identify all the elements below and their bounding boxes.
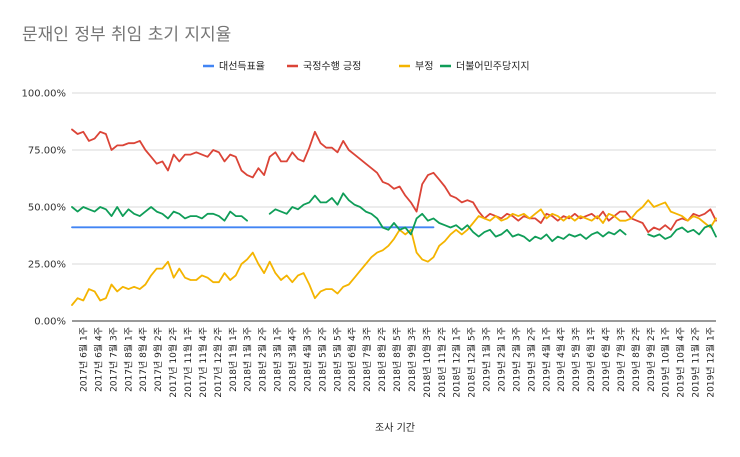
legend-label: 부정	[415, 61, 433, 73]
x-tick-label: 2019년 4월 1주	[540, 327, 552, 392]
x-tick-label: 2018년 12월 1주	[451, 327, 463, 398]
series-line	[71, 199, 717, 306]
x-tick-label: 2018년 4월 3주	[301, 327, 313, 392]
legend: 대선득표율 국정수행 긍정 부정 더불어민주당지지	[203, 61, 530, 73]
series-line	[71, 192, 717, 243]
y-tick-label: 50.00%	[28, 203, 66, 214]
x-tick-label: 2018년 10월 3주	[421, 327, 433, 398]
x-tick-label: 2017년 6월 4주	[92, 327, 104, 392]
x-tick-label: 2018년 12월 5주	[466, 327, 478, 398]
x-tick-label: 2018년 5월 2주	[316, 327, 328, 392]
x-tick-label: 2018년 1월 3주	[242, 327, 254, 392]
x-tick-label: 2019년 6월 4주	[600, 327, 612, 392]
x-tick-label: 2018년 3월 1주	[272, 327, 284, 392]
y-axis-ticks: 0.00% 25.00% 50.00% 75.00% 100.00%	[22, 89, 67, 328]
x-tick-label: 2019년 11월 2주	[690, 327, 702, 398]
x-tick-label: 2019년 10월 1주	[660, 327, 672, 398]
series-lines	[71, 128, 717, 306]
y-tick-label: 75.00%	[28, 146, 66, 157]
x-tick-label: 2019년 8월 2주	[630, 327, 642, 392]
legend-label: 국정수행 긍정	[303, 61, 361, 73]
x-tick-label: 2018년 6월 4주	[346, 327, 358, 392]
x-tick-label: 2017년 7월 3주	[107, 327, 119, 392]
x-tick-label: 2018년 2월 2주	[257, 327, 269, 392]
grid-lines	[72, 92, 716, 322]
x-tick-label: 2017년 11월 1주	[182, 327, 194, 398]
x-tick-label: 2019년 10월 4주	[675, 327, 687, 398]
x-tick-label: 2017년 11월 4주	[197, 327, 209, 398]
x-tick-label: 2018년 5월 5주	[331, 327, 343, 392]
legend-label: 더불어민주당지지	[456, 61, 530, 73]
y-tick-label: 100.00%	[22, 89, 67, 100]
x-tick-label: 2017년 8월 4주	[137, 327, 149, 392]
x-tick-label: 2019년 6월 1주	[585, 327, 597, 392]
x-axis-ticks: 2017년 6월 1주 2017년 6월 4주 2017년 7월 3주 2017년 8…	[78, 327, 717, 398]
series-line	[71, 128, 717, 233]
x-tick-label: 2017년 10월 2주	[167, 327, 179, 398]
x-tick-label: 2017년 6월 1주	[78, 327, 90, 392]
y-tick-label: 25.00%	[28, 260, 66, 271]
x-tick-label: 2019년 2월 1주	[496, 327, 508, 392]
x-tick-label: 2018년 9월 3주	[406, 327, 418, 392]
x-tick-label: 2019년 2월 3주	[510, 327, 522, 392]
x-tick-label: 2017년 12월 2주	[212, 327, 224, 398]
x-tick-label: 2017년 8월 1주	[122, 327, 134, 392]
x-tick-label: 2018년 7월 3주	[361, 327, 373, 392]
x-tick-label: 2018년 8월 5주	[391, 327, 403, 392]
legend-label: 대선득표율	[219, 61, 265, 73]
x-tick-label: 2017년 9월 2주	[152, 327, 164, 392]
x-tick-label: 2018년 3월 4주	[287, 327, 299, 392]
x-tick-label: 2018년 1월 1주	[227, 327, 239, 392]
x-tick-label: 2018년 8월 2주	[376, 327, 388, 392]
x-tick-label: 2019년 12월 1주	[705, 327, 717, 398]
chart-title: 문재인 정부 취임 초기 지지율	[22, 25, 232, 45]
x-tick-label: 2019년 5월 3주	[570, 327, 582, 392]
x-tick-label: 2019년 4월 4주	[555, 327, 567, 392]
x-tick-label: 2019년 3월 2주	[525, 327, 537, 392]
y-tick-label: 0.00%	[34, 317, 66, 328]
x-tick-label: 2019년 9월 2주	[645, 327, 657, 392]
x-tick-label: 2019년 7월 3주	[615, 327, 627, 392]
x-axis-label: 조사 기간	[375, 422, 415, 434]
x-tick-label: 2019년 1월 3주	[481, 327, 493, 392]
x-tick-label: 2018년 11월 2주	[436, 327, 448, 398]
